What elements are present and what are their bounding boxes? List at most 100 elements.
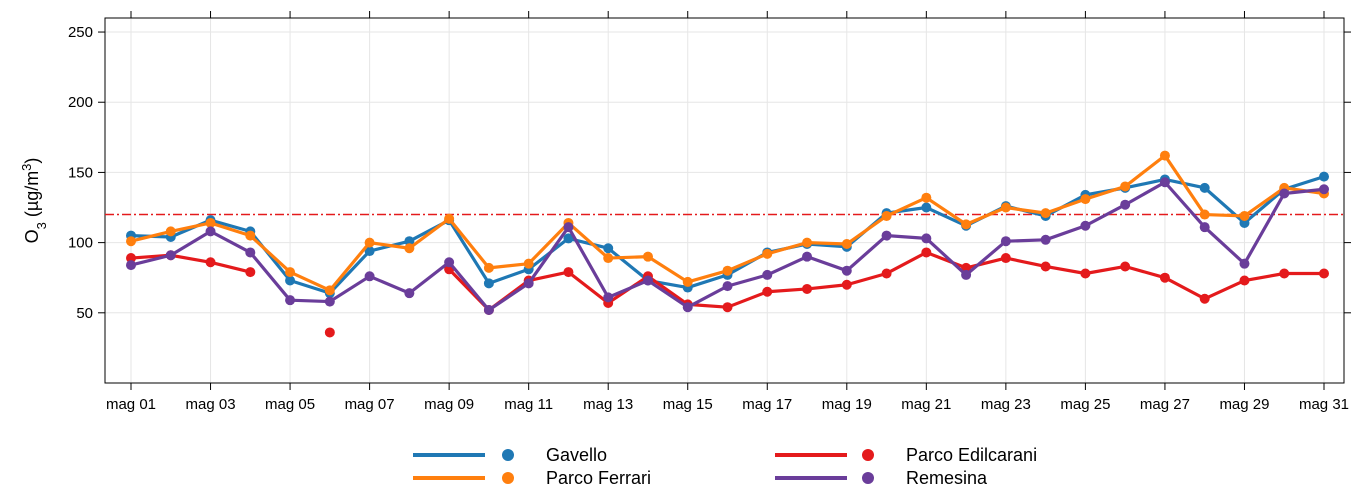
point-parco-ferrari <box>444 213 455 224</box>
point-gavello <box>1319 171 1329 182</box>
y-tick-label: 50 <box>76 305 93 322</box>
legend-marker-parco-edilcarani <box>862 449 874 461</box>
point-parco-edilcarani <box>205 257 216 268</box>
point-remesina <box>961 269 972 280</box>
point-parco-ferrari <box>1199 209 1210 220</box>
x-tick-label: mag 17 <box>742 396 792 413</box>
point-remesina <box>1080 220 1091 231</box>
y-tick-label: 250 <box>68 24 93 41</box>
point-gavello <box>364 246 375 257</box>
y-tick-label: 200 <box>68 94 93 111</box>
point-gavello <box>404 236 415 247</box>
point-remesina <box>404 288 415 299</box>
point-parco-ferrari <box>682 276 693 287</box>
point-remesina <box>444 257 455 268</box>
x-tick-label: mag 23 <box>981 396 1031 413</box>
y-axis: 50 100 150 200 250 <box>68 24 1351 322</box>
point-remesina <box>165 250 176 261</box>
point-parco-ferrari <box>961 219 972 230</box>
point-parco-ferrari <box>324 285 335 296</box>
point-parco-ferrari <box>1000 202 1011 213</box>
series-layer <box>126 150 1329 338</box>
y-tick-label: 150 <box>68 164 93 181</box>
point-parco-edilcarani <box>126 253 136 264</box>
point-parco-edilcarani <box>1000 253 1011 264</box>
point-remesina <box>1040 234 1051 245</box>
x-axis: mag 01 mag 03 mag 05 mag 07 mag 09 mag 11 mag … <box>106 11 1349 413</box>
point-parco-ferrari <box>802 237 813 248</box>
x-tick-label: mag 21 <box>901 396 951 413</box>
point-remesina <box>523 278 534 289</box>
point-gavello <box>483 278 494 289</box>
point-remesina <box>603 292 614 303</box>
legend: Gavello Parco Edilcarani Parco Ferrari Reme… <box>413 445 1037 488</box>
point-remesina <box>1239 258 1250 269</box>
point-parco-ferrari <box>1080 194 1091 205</box>
legend-marker-parco-ferrari <box>502 472 514 484</box>
point-parco-ferrari <box>404 243 415 254</box>
point-remesina <box>1000 236 1011 247</box>
point-remesina <box>324 296 335 307</box>
plot-frame <box>104 17 1345 384</box>
point-parco-ferrari <box>1120 181 1131 192</box>
point-parco-ferrari <box>245 230 256 241</box>
point-parco-ferrari <box>642 251 653 262</box>
point-remesina <box>245 247 256 258</box>
point-parco-edilcarani <box>722 302 733 313</box>
y-axis-label-close: ) <box>22 158 42 164</box>
point-remesina <box>722 281 733 292</box>
point-gavello <box>603 243 614 254</box>
point-parco-edilcarani <box>1080 268 1091 279</box>
point-gavello <box>563 233 574 244</box>
point-parco-ferrari <box>722 265 733 276</box>
point-parco-edilcarani <box>1199 293 1210 304</box>
x-tick-label: mag 31 <box>1299 396 1349 413</box>
point-remesina <box>642 275 653 286</box>
y-axis-label-main: O <box>22 229 42 243</box>
point-remesina <box>921 233 932 244</box>
point-parco-ferrari <box>603 253 614 264</box>
legend-label-gavello: Gavello <box>546 445 607 465</box>
point-parco-ferrari <box>1159 150 1170 161</box>
point-parco-ferrari <box>364 237 375 248</box>
point-remesina <box>841 265 852 276</box>
point-parco-ferrari <box>205 217 216 228</box>
series-line-parco-edilcarani <box>447 250 1324 312</box>
point-parco-edilcarani <box>802 283 813 294</box>
x-tick-label: mag 19 <box>822 396 872 413</box>
point-remesina <box>563 222 574 233</box>
point-parco-ferrari <box>1040 208 1051 219</box>
y-axis-label: O3 (µg/m3) <box>19 158 49 244</box>
x-tick-label: mag 01 <box>106 396 156 413</box>
series-line-parco-edilcarani <box>130 253 251 274</box>
point-parco-ferrari <box>921 192 932 203</box>
point-remesina <box>1199 222 1210 233</box>
grid <box>105 18 1344 383</box>
point-parco-edilcarani <box>1159 272 1170 283</box>
x-tick-label: mag 29 <box>1219 396 1269 413</box>
point-parco-edilcarani <box>841 279 852 290</box>
y-tick-label: 100 <box>68 235 93 252</box>
x-tick-label: mag 27 <box>1140 396 1190 413</box>
point-parco-edilcarani <box>921 247 932 258</box>
point-gavello <box>1239 217 1250 228</box>
point-parco-ferrari <box>165 226 176 237</box>
point-remesina <box>881 230 892 241</box>
point-parco-ferrari <box>523 258 534 269</box>
point-parco-edilcarani <box>1040 261 1051 272</box>
point-remesina <box>762 269 773 280</box>
point-parco-ferrari <box>126 236 136 247</box>
point-gavello <box>921 202 932 213</box>
point-parco-ferrari <box>285 267 296 278</box>
legend-label-remesina: Remesina <box>906 468 988 488</box>
point-parco-edilcarani <box>245 267 256 278</box>
point-parco-ferrari <box>1239 210 1250 221</box>
x-tick-label: mag 03 <box>186 396 236 413</box>
legend-label-parco-ferrari: Parco Ferrari <box>546 468 651 488</box>
x-tick-label: mag 11 <box>504 396 553 413</box>
point-remesina <box>1159 177 1170 188</box>
point-remesina <box>364 271 375 282</box>
point-remesina <box>205 226 216 237</box>
point-parco-edilcarani <box>324 327 335 338</box>
